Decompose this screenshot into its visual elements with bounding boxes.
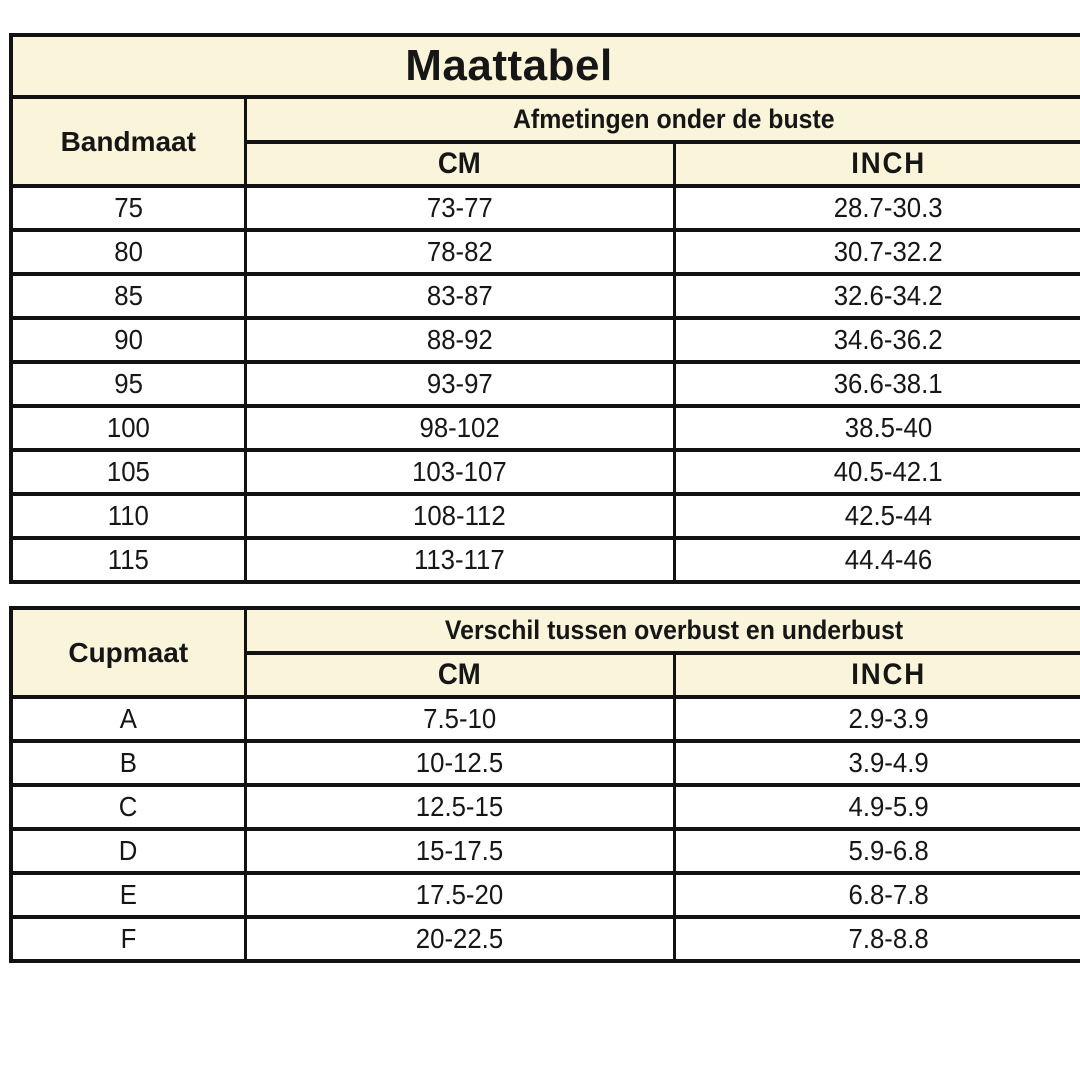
cup-inch-cell: 4.9-5.9 (672, 783, 1080, 831)
band-inch-cell: 34.6-36.2 (672, 316, 1080, 364)
page-title: Maattabel (405, 41, 613, 90)
band-corner-label: Bandmaat (9, 95, 247, 188)
band-cm-cell: 83-87 (243, 272, 676, 320)
cup-cm-cell: 7.5-10 (243, 695, 676, 743)
band-cm-cell: 98-102 (243, 404, 676, 452)
band-size-cell: 115 (9, 536, 247, 584)
band-cm-cell: 88-92 (243, 316, 676, 364)
cup-cm-cell: 17.5-20 (243, 871, 676, 919)
band-table-row: 110 108-112 42.5-44 (9, 492, 1080, 540)
cup-table-row: A 7.5-10 2.9-3.9 (9, 695, 1080, 743)
band-group-header: Afmetingen onder de buste (243, 95, 1080, 144)
band-size-cell: 75 (9, 184, 247, 232)
band-cm-cell: 108-112 (243, 492, 676, 540)
cup-inch-header: INCH (672, 651, 1080, 699)
band-size-cell: 80 (9, 228, 247, 276)
band-size-cell: 100 (9, 404, 247, 452)
band-inch-cell: 44.4-46 (672, 536, 1080, 584)
band-table-row: 105 103-107 40.5-42.1 (9, 448, 1080, 496)
band-cm-cell: 113-117 (243, 536, 676, 584)
title-row: Maattabel (9, 33, 1080, 99)
cup-size-cell: D (9, 827, 247, 875)
band-inch-header: INCH (672, 140, 1080, 188)
band-inch-cell: 40.5-42.1 (672, 448, 1080, 496)
cup-size-cell: E (9, 871, 247, 919)
cup-table-row: B 10-12.5 3.9-4.9 (9, 739, 1080, 787)
inch-header-label: INCH (850, 147, 926, 180)
band-size-cell: 85 (9, 272, 247, 320)
cup-size-cell: A (9, 695, 247, 743)
cup-cm-header: CM (243, 651, 676, 699)
band-size-cell: 110 (9, 492, 247, 540)
band-table-row: 95 93-97 36.6-38.1 (9, 360, 1080, 408)
band-cm-cell: 73-77 (243, 184, 676, 232)
cup-inch-cell: 3.9-4.9 (672, 739, 1080, 787)
cup-size-cell: F (9, 915, 247, 963)
cup-group-header-label: Verschil tussen overbust en underbust (444, 615, 903, 645)
band-cm-cell: 93-97 (243, 360, 676, 408)
band-inch-cell: 30.7-32.2 (672, 228, 1080, 276)
cup-inch-cell: 7.8-8.8 (672, 915, 1080, 963)
cm-header-label: CM (438, 658, 481, 691)
cup-group-header-row: Cupmaat Verschil tussen overbust en unde… (9, 606, 1080, 699)
band-inch-cell: 36.6-38.1 (672, 360, 1080, 408)
band-size-table: Maattabel Bandmaat Afmetingen onder de b… (9, 33, 1080, 584)
band-cm-cell: 103-107 (243, 448, 676, 496)
band-inch-cell: 32.6-34.2 (672, 272, 1080, 320)
cup-inch-cell: 6.8-7.8 (672, 871, 1080, 919)
inch-header-label: INCH (850, 658, 926, 691)
band-table-row: 85 83-87 32.6-34.2 (9, 272, 1080, 320)
cup-inch-cell: 5.9-6.8 (672, 827, 1080, 875)
band-table-row: 115 113-117 44.4-46 (9, 536, 1080, 584)
band-inch-cell: 28.7-30.3 (672, 184, 1080, 232)
cup-table-row: E 17.5-20 6.8-7.8 (9, 871, 1080, 919)
cup-cm-cell: 20-22.5 (243, 915, 676, 963)
band-size-cell: 95 (9, 360, 247, 408)
band-inch-cell: 38.5-40 (672, 404, 1080, 452)
cm-header-label: CM (438, 147, 481, 180)
band-cm-header: CM (243, 140, 676, 188)
cup-cm-cell: 12.5-15 (243, 783, 676, 831)
cup-size-cell: C (9, 783, 247, 831)
band-size-cell: 105 (9, 448, 247, 496)
cup-size-cell: B (9, 739, 247, 787)
band-table-row: 75 73-77 28.7-30.3 (9, 184, 1080, 232)
band-cm-cell: 78-82 (243, 228, 676, 276)
cup-table-row: C 12.5-15 4.9-5.9 (9, 783, 1080, 831)
band-group-header-row: Bandmaat Afmetingen onder de buste (9, 95, 1080, 188)
cup-size-table: Cupmaat Verschil tussen overbust en unde… (9, 606, 1080, 963)
cup-corner-label: Cupmaat (9, 606, 247, 699)
title-cell: Maattabel (9, 33, 1080, 99)
size-chart-sheet: Maattabel Bandmaat Afmetingen onder de b… (9, 33, 1080, 963)
band-size-cell: 90 (9, 316, 247, 364)
band-table-row: 90 88-92 34.6-36.2 (9, 316, 1080, 364)
cup-group-header: Verschil tussen overbust en underbust (243, 606, 1080, 655)
cup-table-row: F 20-22.5 7.8-8.8 (9, 915, 1080, 963)
cup-unit-header-row: CM INCH (11, 651, 1080, 699)
cup-table-row: D 15-17.5 5.9-6.8 (9, 827, 1080, 875)
band-table-row: 80 78-82 30.7-32.2 (9, 228, 1080, 276)
cup-inch-cell: 2.9-3.9 (672, 695, 1080, 743)
band-table-row: 100 98-102 38.5-40 (9, 404, 1080, 452)
cup-cm-cell: 15-17.5 (243, 827, 676, 875)
band-group-header-label: Afmetingen onder de buste (512, 104, 835, 134)
band-inch-cell: 42.5-44 (672, 492, 1080, 540)
cup-cm-cell: 10-12.5 (243, 739, 676, 787)
band-unit-header-row: CM INCH (11, 140, 1080, 188)
